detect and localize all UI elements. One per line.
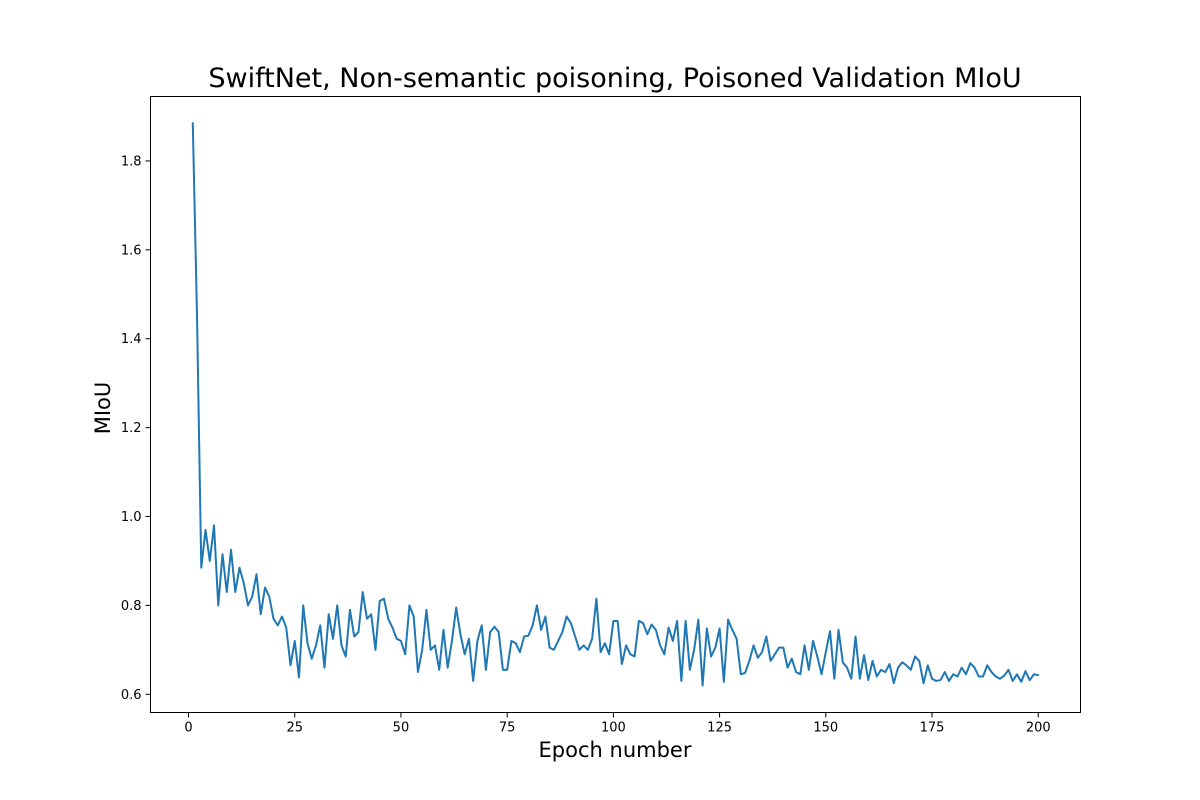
x-tick-label: 100 (601, 721, 626, 736)
y-tick-label: 0.8 (121, 599, 142, 614)
y-tick-label: 0.6 (121, 688, 142, 703)
x-axis-label: Epoch number (539, 738, 692, 762)
x-tick-label: 0 (184, 721, 192, 736)
plot-frame (150, 96, 1081, 713)
y-axis: 0.6 0.8 1.0 1.2 1.4 1.6 1.8 (121, 154, 151, 703)
y-tick-label: 1.6 (121, 243, 142, 258)
x-tick-label: 175 (920, 721, 945, 736)
x-tick-label: 200 (1026, 721, 1051, 736)
x-tick-label: 125 (707, 721, 732, 736)
y-tick-label: 1.8 (121, 154, 142, 169)
series-line-0 (191, 122, 1040, 687)
x-tick-label: 150 (813, 721, 838, 736)
y-tick-label: 1.4 (121, 332, 142, 347)
chart-title: SwiftNet, Non-semantic poisoning, Poison… (208, 63, 1021, 94)
y-tick-label: 1.2 (121, 421, 142, 436)
x-tick-label: 75 (499, 721, 516, 736)
x-axis: 0 25 50 75 100 125 150 175 200 (184, 712, 1051, 736)
y-tick-label: 1.0 (121, 510, 142, 525)
x-tick-label: 50 (393, 721, 410, 736)
y-axis-label: MIoU (91, 382, 115, 435)
series-layer (191, 122, 1040, 687)
x-tick-label: 25 (286, 721, 303, 736)
